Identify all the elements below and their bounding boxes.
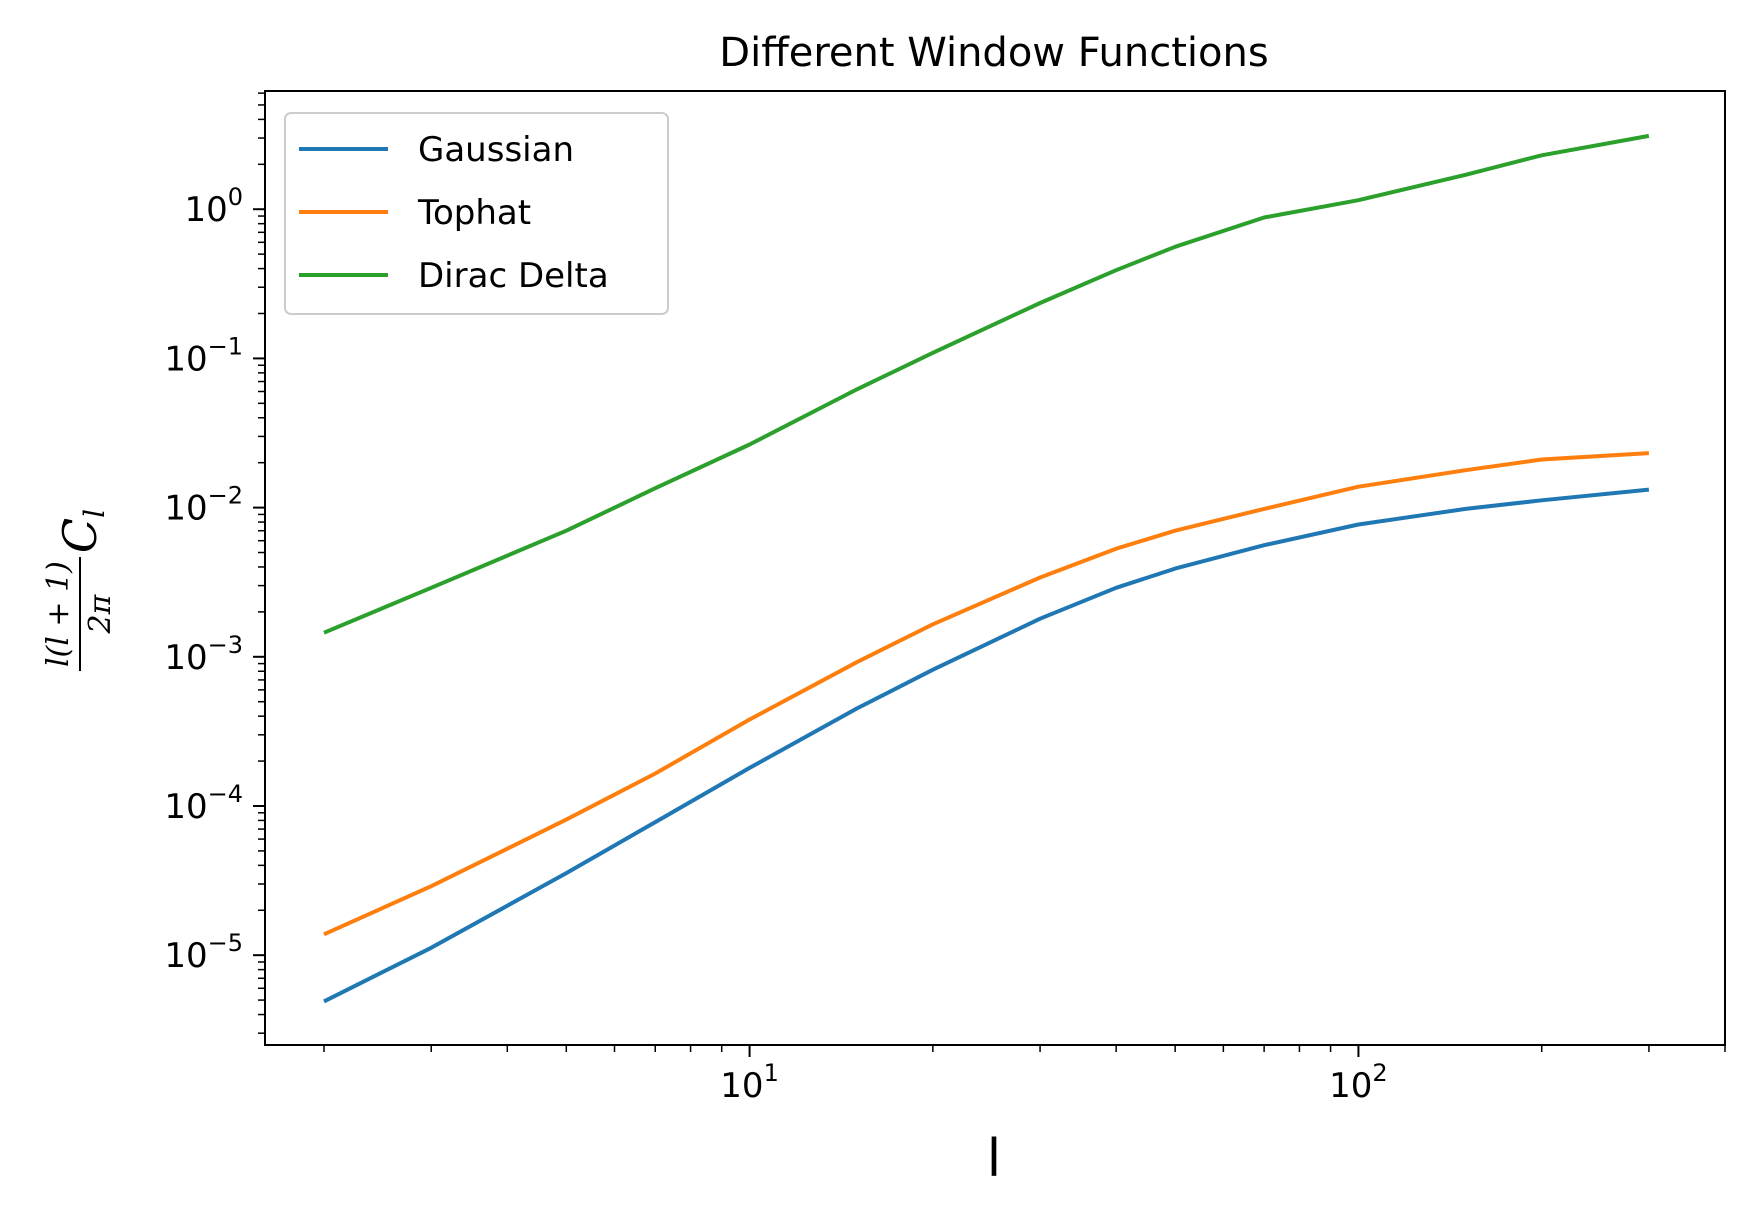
legend-label: Gaussian [418, 130, 574, 170]
y-tick-label: 10−4 [164, 780, 243, 827]
y-tick-label: 10−1 [164, 332, 243, 379]
x-axis-label: l [987, 1129, 1001, 1189]
x-tick-label: 102 [1329, 1059, 1388, 1106]
y-tick-label: 10−2 [164, 482, 243, 529]
series-line-gaussian [323, 487, 1650, 1004]
y-axis-label-numerator: l(l + 1) [41, 561, 76, 668]
x-tick-label: 101 [720, 1059, 779, 1106]
y-tick-label: 10−5 [164, 929, 243, 976]
legend-label: Dirac Delta [418, 256, 609, 296]
series-line-tophat [323, 451, 1650, 937]
y-axis-label-fraction-bar [79, 557, 81, 672]
series-line-dirac-delta [323, 133, 1650, 635]
chart-title: Different Window Functions [719, 30, 1268, 76]
y-tick-label: 100 [184, 183, 243, 230]
y-axis-label-subscript: l [77, 508, 111, 518]
axes: 101 102 10−5 10−4 10−3 10−2 10−1 100 [164, 90, 1726, 1106]
plot-area [323, 133, 1650, 1004]
y-tick-label: 10−3 [164, 631, 243, 678]
legend-box [284, 112, 669, 315]
legend: Gaussian Tophat Dirac Delta [284, 112, 669, 315]
axes-frame [264, 90, 1726, 1046]
legend-label: Tophat [417, 193, 531, 233]
y-axis-label-denominator: 2π [83, 594, 118, 634]
y-axis-label-symbol: C [53, 517, 107, 554]
